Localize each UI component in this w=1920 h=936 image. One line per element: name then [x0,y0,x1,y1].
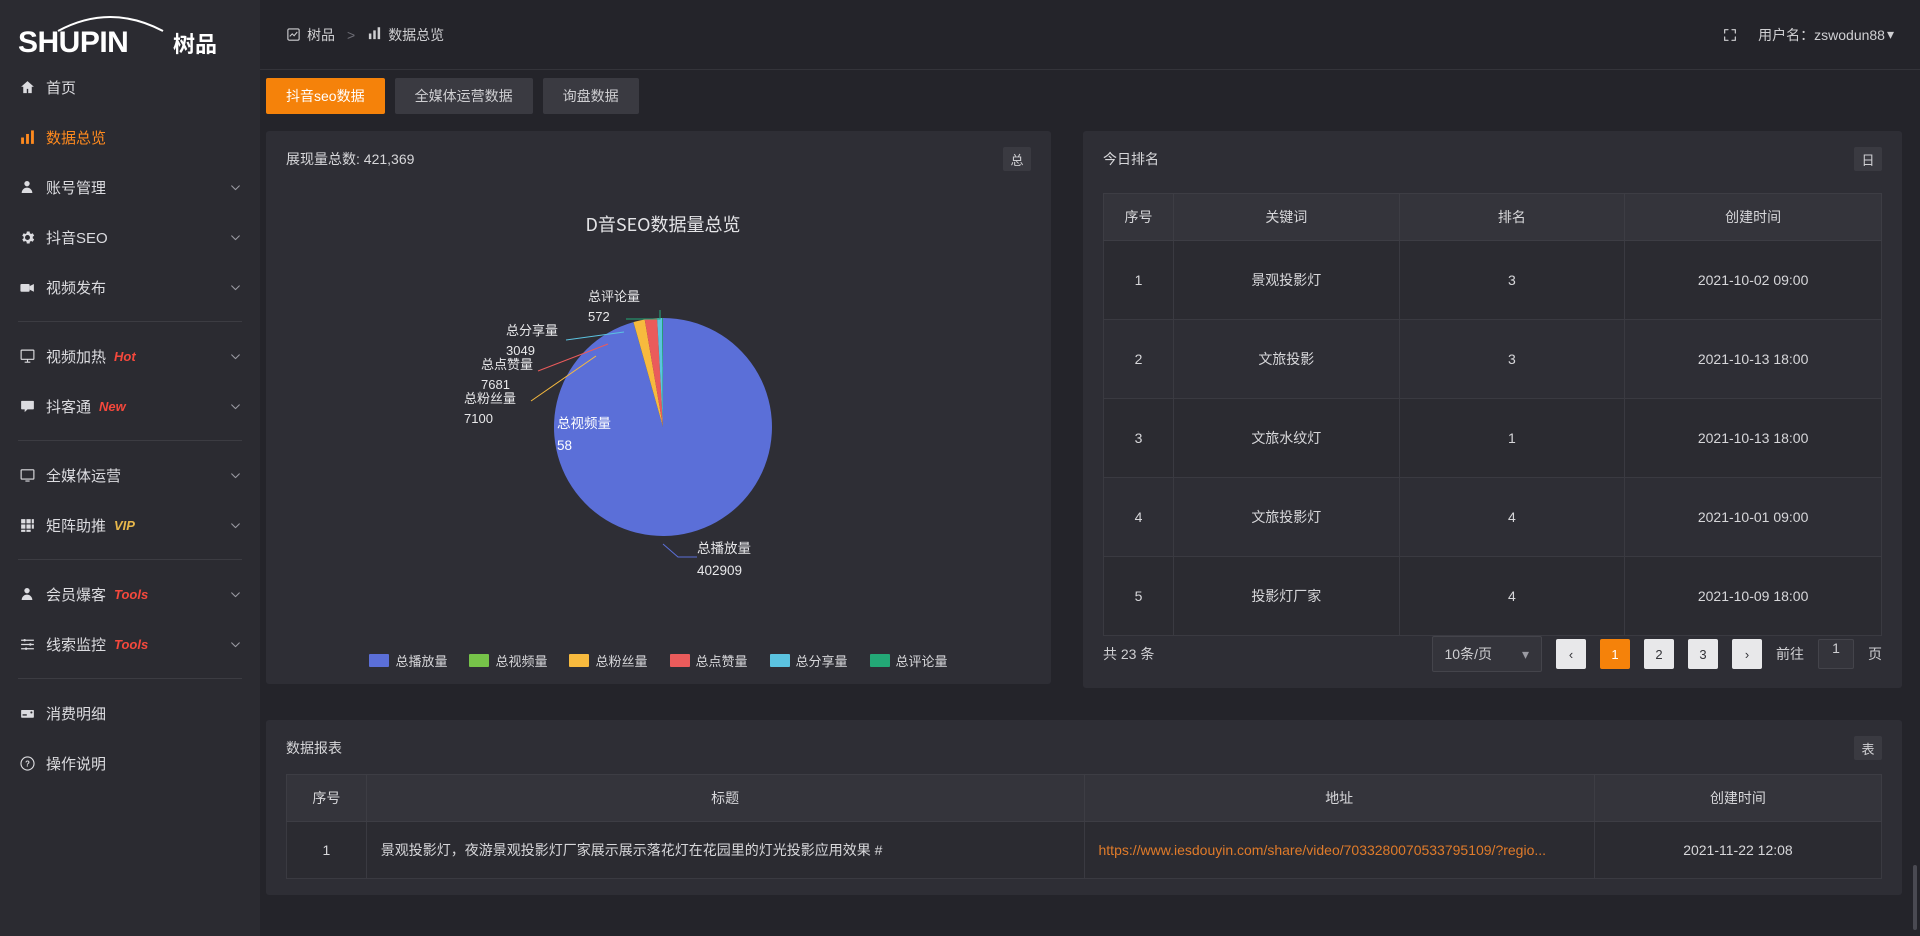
svg-text:SHUPIN: SHUPIN [18,26,128,59]
svg-text:总粉丝量: 总粉丝量 [464,388,516,407]
svg-text:总播放量: 总播放量 [697,537,751,557]
svg-text:572: 572 [588,309,610,324]
svg-text:总分享量: 总分享量 [506,320,558,339]
svg-text:58: 58 [557,438,572,453]
svg-text:402909: 402909 [697,563,742,578]
svg-text:D音SEO数据量总览: D音SEO数据量总览 [585,211,740,237]
svg-text:?: ? [25,759,30,768]
svg-text:总点赞量: 总点赞量 [481,354,533,373]
svg-text:总视频量: 总视频量 [557,412,611,432]
svg-text:树品: 树品 [173,27,217,59]
svg-text:7100: 7100 [464,411,493,426]
svg-text:总评论量: 总评论量 [588,286,640,305]
